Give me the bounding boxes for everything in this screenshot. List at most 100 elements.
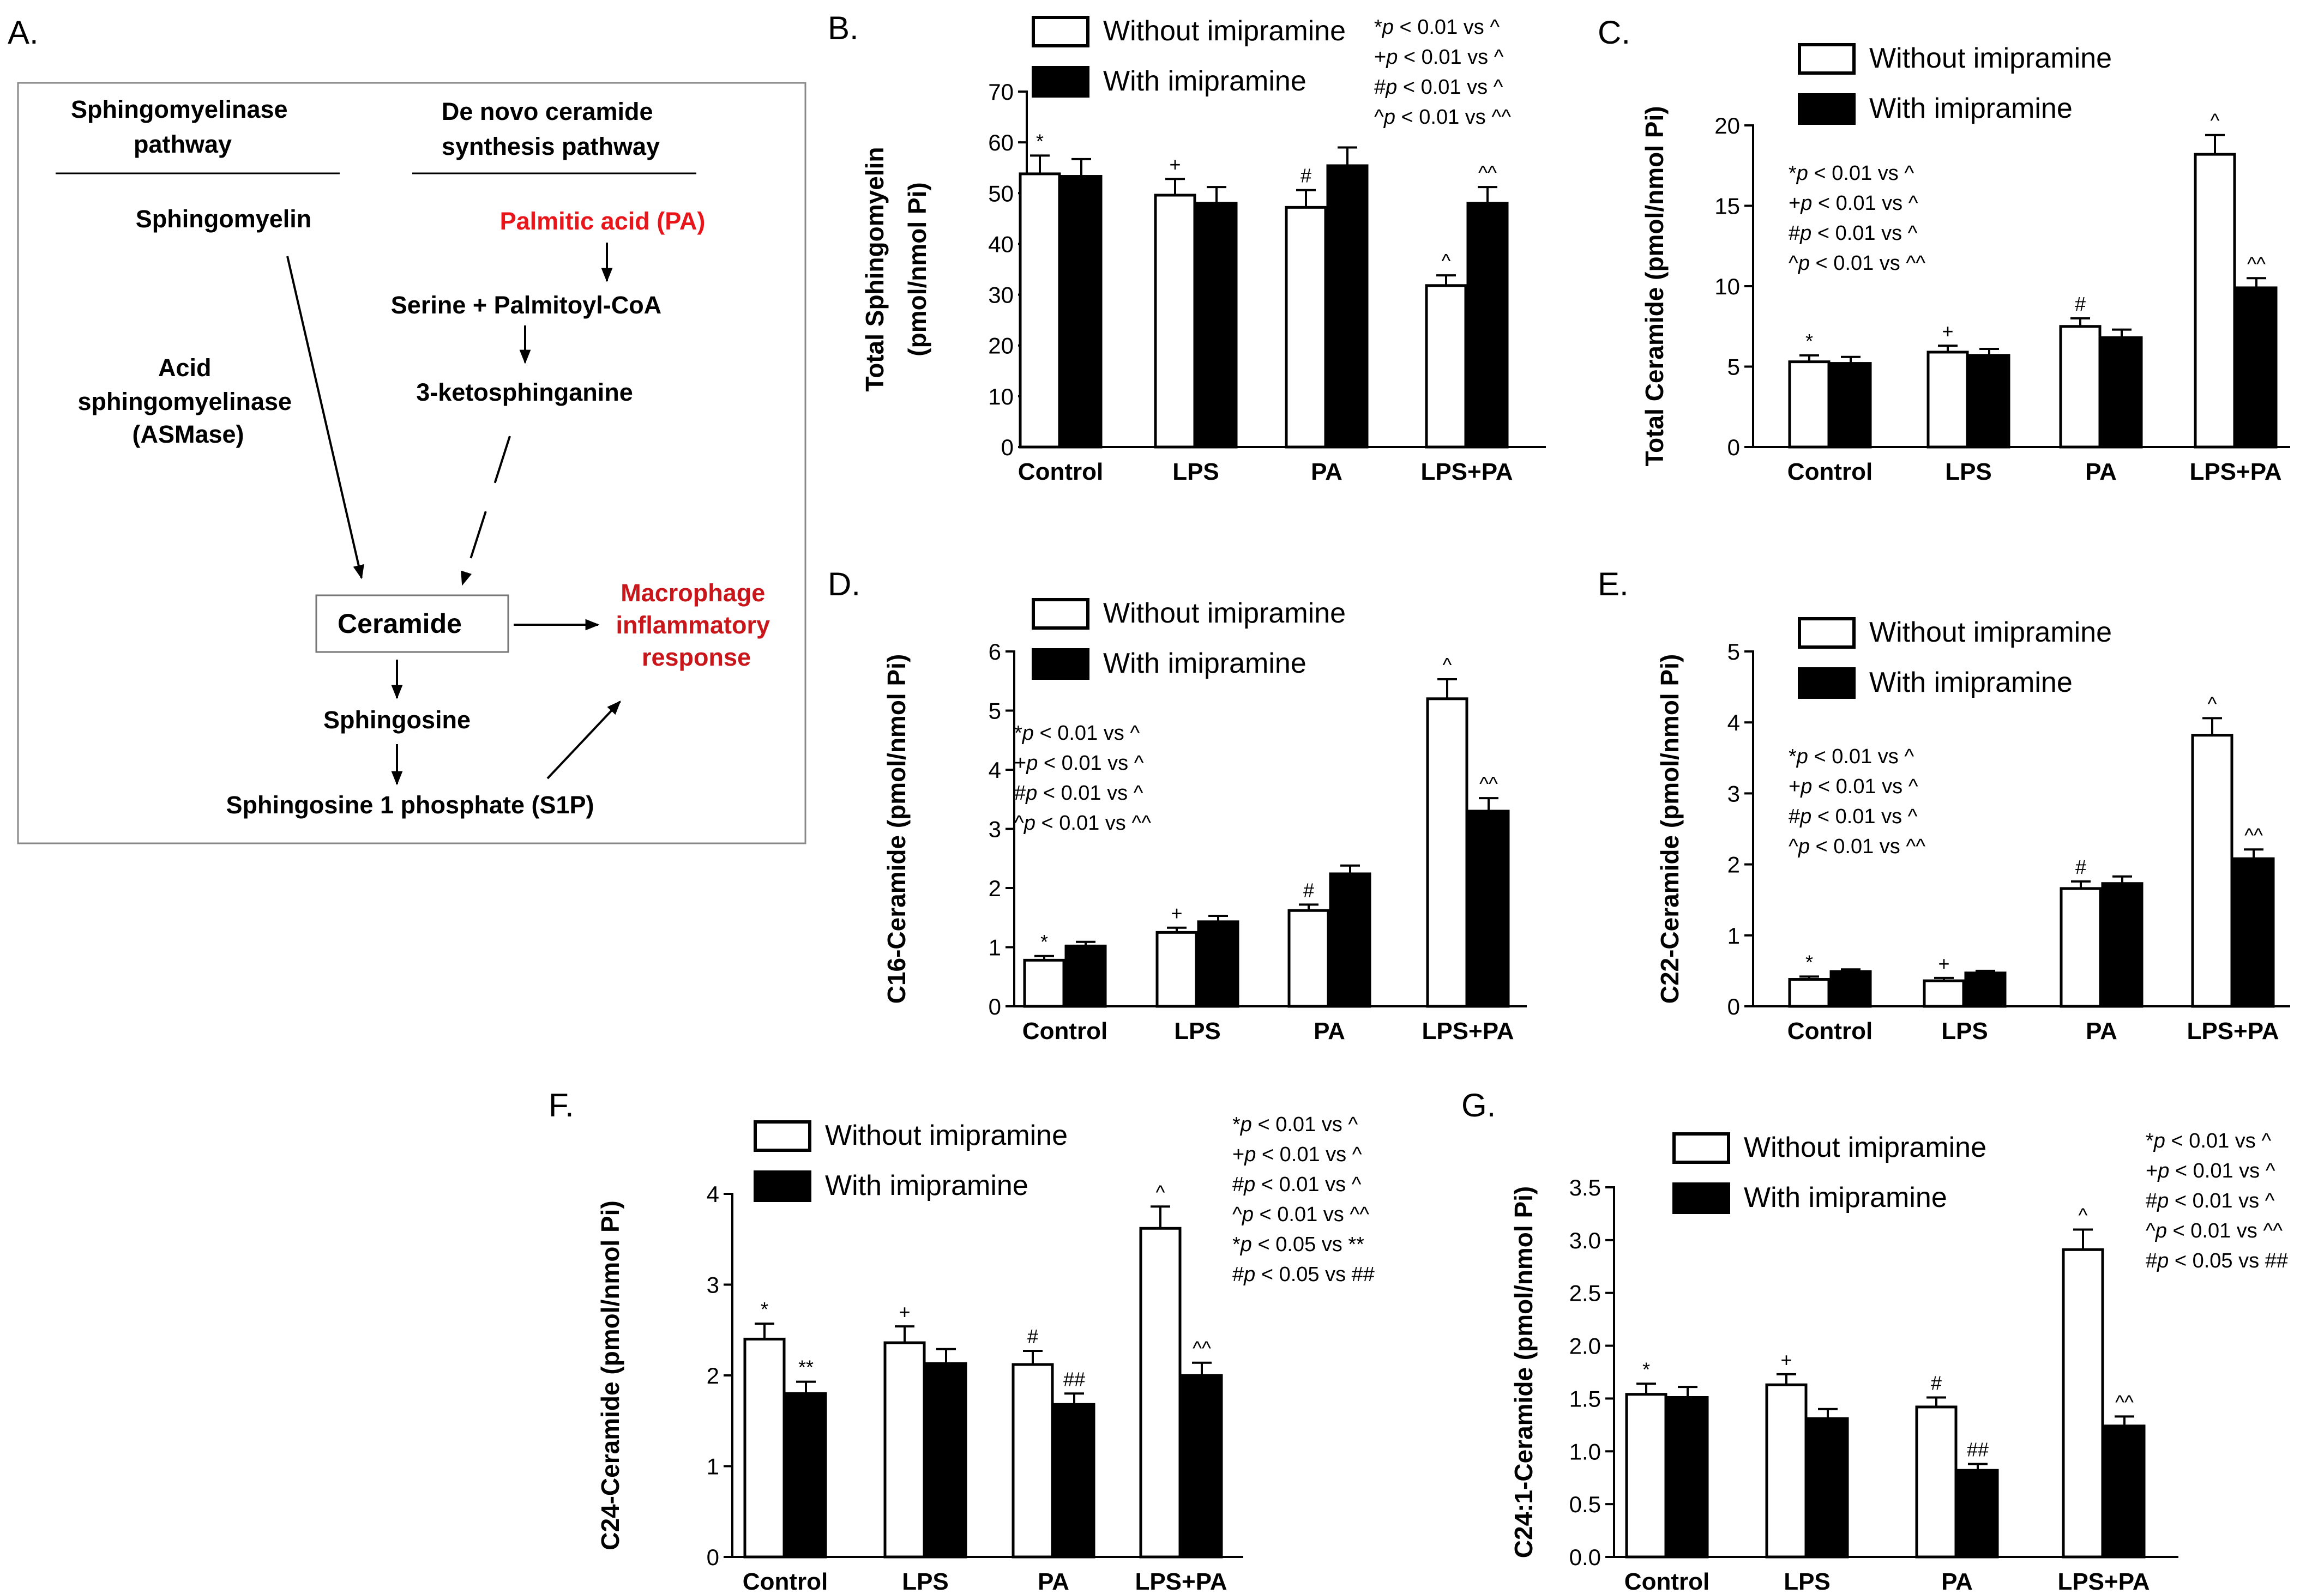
y-tick-label-b: 10 xyxy=(988,384,1014,409)
category-label-b: LPS+PA xyxy=(1420,458,1513,485)
bar-c-with-3 xyxy=(2235,286,2278,449)
y-tick-label-f: 1 xyxy=(707,1454,719,1480)
bar-f-without-3 xyxy=(1139,1227,1182,1559)
y-axis-label-e: C22-Ceramide (pmol/nmol Pi) xyxy=(1655,654,1684,1004)
bar-b-without-1 xyxy=(1154,194,1196,449)
y-axis-label-f: C24-Ceramide (pmol/nmol Pi) xyxy=(596,1200,624,1550)
legend-label-c-1: With imipramine xyxy=(1869,93,2073,124)
stats-e-1: +p < 0.01 vs ^ xyxy=(1789,775,1918,798)
stats-e-2: #p < 0.01 vs ^ xyxy=(1789,805,1918,828)
significance-mark-e: # xyxy=(2075,856,2086,878)
significance-mark-g: ^^ xyxy=(2115,1391,2134,1413)
significance-mark-b: # xyxy=(1301,165,1311,187)
bar-b-without-3 xyxy=(1425,284,1467,449)
bar-g-without-0 xyxy=(1625,1393,1667,1559)
bar-g-without-2 xyxy=(1915,1405,1958,1559)
asmase-label: Acid sphingomyelinase (ASMase) xyxy=(77,354,298,448)
legend-swatch-f-1 xyxy=(754,1170,811,1202)
bar-b-with-0 xyxy=(1060,175,1103,449)
legend-label-d-1: With imipramine xyxy=(1103,648,1307,679)
stats-f-4: *p < 0.05 vs ** xyxy=(1232,1233,1364,1256)
significance-mark-e: * xyxy=(1805,951,1813,973)
stats-d-3: ^p < 0.01 vs ^^ xyxy=(1014,812,1151,835)
stats-b-1: +p < 0.01 vs ^ xyxy=(1374,46,1504,69)
bar-b-without-2 xyxy=(1285,206,1327,449)
stats-g-4: #p < 0.05 vs ## xyxy=(2146,1249,2288,1272)
stats-d-2: #p < 0.01 vs ^ xyxy=(1014,782,1143,805)
panel-letter-c: C. xyxy=(1598,14,1630,51)
significance-mark-b: ^^ xyxy=(1478,161,1497,184)
category-label-g: LPS xyxy=(1784,1568,1831,1594)
stats-f-0: *p < 0.01 vs ^ xyxy=(1232,1113,1358,1136)
y-axis-label-c: Total Ceramide (pmol/nmol Pi) xyxy=(1640,106,1669,466)
bar-d-with-3 xyxy=(1467,810,1510,1008)
bar-e-without-2 xyxy=(2060,887,2102,1008)
panel-letter-f: F. xyxy=(549,1087,574,1124)
bar-e-without-0 xyxy=(1788,978,1831,1008)
macrophage-response-node: Macrophage inflammatory response xyxy=(616,579,776,671)
chart-g: 0.0 0.5 1.0 1.5 2.0 2.5 3.0 3.5 C24:1-Ceramide (… xyxy=(1509,1130,2288,1594)
s1p-node: Sphingosine 1 phosphate (S1P) xyxy=(226,791,594,819)
significance-mark-f: ** xyxy=(798,1356,814,1379)
stats-c-2: #p < 0.01 vs ^ xyxy=(1789,222,1918,245)
significance-mark-f: # xyxy=(1027,1325,1038,1348)
y-tick-label-g: 2.0 xyxy=(1569,1333,1601,1359)
y-tick-label-g: 3.0 xyxy=(1569,1228,1601,1253)
y-tick-label-f: 0 xyxy=(707,1544,719,1570)
y-tick-label-b: 0 xyxy=(1001,434,1014,460)
diagram-frame xyxy=(17,82,806,844)
arrow-ketosphinganine-ceramide xyxy=(461,436,511,586)
bar-e-with-3 xyxy=(2232,857,2275,1008)
y-tick-label-d: 0 xyxy=(989,994,1001,1019)
chart-b: 0 10 20 30 40 50 60 70 Total Sphingomyelin (pmol/… xyxy=(860,15,1546,485)
significance-mark-b: * xyxy=(1036,130,1044,152)
significance-mark-g: + xyxy=(1780,1349,1792,1371)
y-tick-label-e: 0 xyxy=(1727,994,1740,1019)
legend-label-c-0: Without imipramine xyxy=(1869,43,2112,74)
significance-mark-g: * xyxy=(1642,1358,1650,1380)
category-label-d: LPS xyxy=(1174,1018,1221,1044)
stats-g-1: +p < 0.01 vs ^ xyxy=(2146,1160,2275,1182)
significance-mark-e: ^ xyxy=(2208,692,2217,715)
bar-c-without-1 xyxy=(1926,351,1969,449)
bar-c-with-1 xyxy=(1968,354,2010,449)
chart-c: 0 5 10 15 20 Total Ceramide (pmol/nmol Pi) * Co… xyxy=(1640,43,2290,485)
panel-letter-b: B. xyxy=(828,10,859,46)
y-tick-label-c: 5 xyxy=(1727,354,1740,380)
bar-d-without-0 xyxy=(1023,958,1065,1008)
category-label-b: PA xyxy=(1311,458,1342,485)
panel-letter-d: D. xyxy=(828,566,860,602)
bar-c-without-3 xyxy=(2194,153,2236,449)
sphingomyelin-node: Sphingomyelin xyxy=(136,205,312,233)
y-axis-label-g: C24:1-Ceramide (pmol/nmol Pi) xyxy=(1509,1186,1538,1558)
stats-b-0: *p < 0.01 vs ^ xyxy=(1374,16,1500,39)
y-tick-label-e: 5 xyxy=(1727,639,1740,665)
category-label-d: PA xyxy=(1314,1018,1345,1044)
y-axis-label-b: (pmol/nmol Pi) xyxy=(903,182,931,356)
bar-e-with-2 xyxy=(2101,882,2144,1008)
stats-d-1: +p < 0.01 vs ^ xyxy=(1014,752,1144,775)
category-label-e: PA xyxy=(2086,1018,2117,1044)
significance-mark-g: ^ xyxy=(2079,1204,2088,1226)
y-tick-label-b: 50 xyxy=(988,180,1014,206)
bar-d-with-0 xyxy=(1064,944,1107,1008)
y-tick-label-c: 20 xyxy=(1714,113,1740,138)
stats-g-0: *p < 0.01 vs ^ xyxy=(2146,1130,2271,1152)
serine-palmitoyl-coa-node: Serine + Palmitoyl-CoA xyxy=(391,291,661,319)
significance-mark-e: ^^ xyxy=(2244,824,2263,846)
bar-b-with-3 xyxy=(1466,202,1509,449)
bar-g-with-1 xyxy=(1807,1417,1849,1559)
significance-mark-c: ^^ xyxy=(2247,252,2266,275)
stats-c-0: *p < 0.01 vs ^ xyxy=(1789,162,1914,185)
y-tick-label-b: 60 xyxy=(988,130,1014,155)
category-label-g: Control xyxy=(1624,1568,1709,1594)
significance-mark-f: ^^ xyxy=(1193,1337,1211,1360)
bar-d-without-3 xyxy=(1426,697,1468,1008)
de-novo-pathway-title: De novo ceramide synthesis pathway xyxy=(442,98,660,160)
y-tick-label-d: 6 xyxy=(989,639,1001,665)
y-tick-label-d: 3 xyxy=(989,817,1001,842)
legend-swatch-c-1 xyxy=(1798,93,1856,125)
bar-e-with-0 xyxy=(1829,970,1872,1008)
category-label-f: LPS xyxy=(902,1568,949,1594)
